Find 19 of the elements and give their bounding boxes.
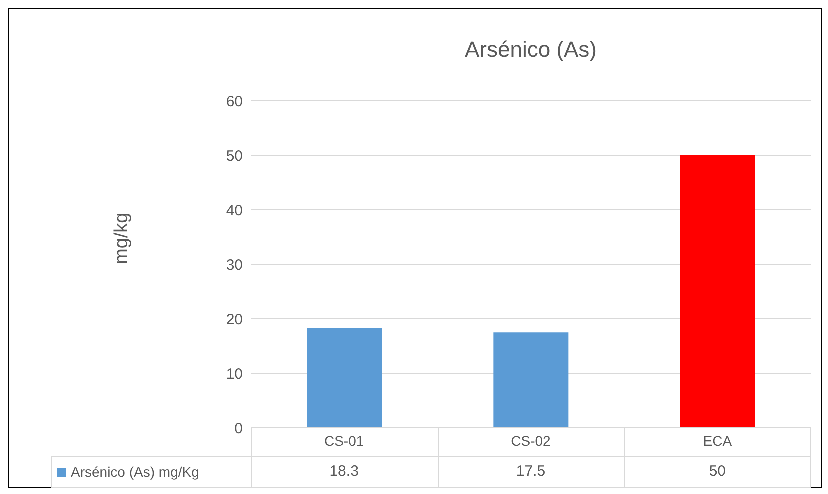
chart-title: Arsénico (As) — [464, 37, 598, 63]
y-tick-label: 60 — [226, 93, 243, 110]
y-tick-label: 50 — [226, 148, 243, 165]
legend-label: Arsénico (As) mg/Kg — [71, 464, 200, 480]
data-label: 17.5 — [515, 462, 547, 482]
y-tick-label: 10 — [226, 366, 243, 383]
data-label: 50 — [708, 462, 727, 482]
x-tick-label: CS-02 — [511, 432, 552, 449]
x-tick-label: CS-01 — [324, 432, 364, 449]
y-tick-label: 20 — [226, 311, 243, 328]
y-tick-label: 0 — [234, 420, 243, 438]
y-tick-label: 30 — [226, 256, 243, 274]
bar — [307, 328, 382, 428]
data-label: 18.3 — [328, 462, 360, 482]
bar — [494, 332, 569, 428]
y-axis-title: mg/kg — [112, 212, 133, 264]
x-tick-label: ECA — [703, 432, 733, 449]
y-tick-label: 40 — [226, 202, 243, 220]
bar — [680, 156, 756, 428]
